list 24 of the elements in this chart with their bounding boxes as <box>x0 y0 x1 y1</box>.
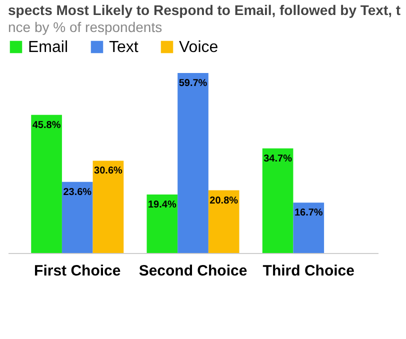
bar <box>293 202 324 253</box>
data-label: 30.6% <box>94 166 122 177</box>
bar <box>208 190 240 253</box>
data-label: 45.8% <box>32 120 61 131</box>
x-tick-label: Third Choice <box>262 262 354 280</box>
data-label: 23.6% <box>63 186 92 198</box>
legend-label: Text <box>109 39 139 56</box>
bar <box>92 160 124 253</box>
data-label: 20.8% <box>210 195 238 206</box>
data-label: 19.4% <box>148 200 176 211</box>
bar <box>146 194 178 253</box>
legend-label: Voice <box>179 39 218 56</box>
data-label: 16.7% <box>294 208 323 219</box>
chart-subtitle: nce by % of respondents <box>8 19 162 35</box>
bar <box>62 182 93 253</box>
bar <box>178 73 208 253</box>
bar <box>31 114 62 253</box>
data-label: 34.7% <box>264 153 292 164</box>
data-label: 59.7% <box>178 78 208 89</box>
legend-label: Email <box>28 39 68 56</box>
x-tick-label: Second Choice <box>138 262 248 280</box>
x-tick-label: First Choice <box>34 262 121 280</box>
bar <box>262 148 294 253</box>
chart-title: spects Most Likely to Respond to Email, followed by Text, t <box>8 2 401 18</box>
